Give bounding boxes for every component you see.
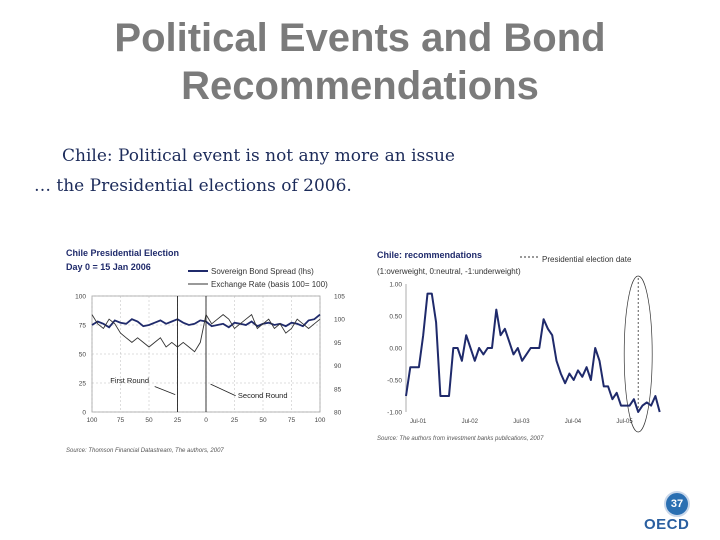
recommendations-chart-svg: Chile: recommendations (1:overweight, 0:… bbox=[377, 250, 661, 442]
right-y-tick-label: -0.50 bbox=[387, 378, 402, 385]
oecd-logo: OECD bbox=[644, 516, 690, 533]
right-y-tick-label: 105 bbox=[334, 294, 345, 301]
title-line-1: Political Events and Bond bbox=[114, 16, 606, 60]
right-chart-subtitle: (1:overweight, 0:neutral, -1:underweight… bbox=[377, 267, 521, 276]
right-y-tick-label: 85 bbox=[334, 386, 342, 393]
election-highlight-ellipse bbox=[623, 275, 653, 433]
right-x-tick-label: Jul-02 bbox=[462, 419, 479, 425]
presidential-election-chart-svg: Chile Presidential Election Day 0 = 15 J… bbox=[66, 248, 345, 454]
right-y-tick-label: 95 bbox=[334, 340, 342, 347]
right-y-tick-label: 1.00 bbox=[389, 282, 402, 289]
legend-spread: Sovereign Bond Spread (lhs) bbox=[211, 267, 314, 276]
right-series-lines bbox=[405, 275, 661, 433]
recommendations-chart: Chile: recommendations (1:overweight, 0:… bbox=[372, 244, 672, 448]
right-x-tick-label: Jul-03 bbox=[513, 419, 530, 425]
right-chart-source: Source: The authors from investment bank… bbox=[377, 436, 544, 442]
page-number-badge: 37 bbox=[664, 491, 690, 517]
right-y-tick-label: -1.00 bbox=[387, 410, 402, 417]
right-x-tick-label: Jul-04 bbox=[565, 419, 582, 425]
left-x-tick-label: 50 bbox=[259, 417, 267, 424]
annotation-arrow-first bbox=[154, 386, 176, 395]
left-x-tick-label: 100 bbox=[87, 417, 98, 424]
subtitle-line-2: … the Presidential elections of 2006. bbox=[34, 176, 352, 196]
left-x-tick-label: 100 bbox=[315, 417, 326, 424]
presidential-election-chart: Chile Presidential Election Day 0 = 15 J… bbox=[62, 244, 358, 456]
right-y-tick-label: 90 bbox=[334, 363, 342, 370]
left-x-tick-label: 25 bbox=[231, 417, 239, 424]
right-x-tick-label: Jul-05 bbox=[616, 419, 633, 425]
right-y-tick-label: 0.50 bbox=[389, 314, 402, 321]
left-x-tick-label: 50 bbox=[145, 417, 153, 424]
slide-title: Political Events and Bond Recommendation… bbox=[40, 14, 680, 110]
legend-election-date: Presidential election date bbox=[542, 255, 632, 264]
left-x-tick-label: 75 bbox=[117, 417, 125, 424]
title-line-2: Recommendations bbox=[181, 64, 539, 108]
left-chart-title: Chile Presidential Election bbox=[66, 248, 179, 258]
annotation-arrow-second bbox=[210, 383, 236, 397]
annotation-first-round: First Round bbox=[110, 376, 149, 385]
left-x-tick-label: 0 bbox=[204, 417, 208, 424]
left-y-tick-label: 0 bbox=[82, 410, 86, 417]
right-y-tick-label: 80 bbox=[334, 410, 342, 417]
right-axes: 1.00 0.50 0.00 -0.50 -1.00 Jul-01 Jul-02 Jul-03… bbox=[387, 282, 633, 426]
left-y-tick-label: 50 bbox=[79, 352, 87, 359]
left-y-tick-label: 100 bbox=[75, 294, 86, 301]
right-y-tick-label: 0.00 bbox=[389, 346, 402, 353]
left-x-tick-label: 75 bbox=[288, 417, 296, 424]
left-y-tick-label: 25 bbox=[79, 381, 87, 388]
right-chart-title: Chile: recommendations bbox=[377, 250, 482, 260]
left-axes: 100 75 50 25 0 25 50 75 100 100 75 50 25 0 105 100 95 90 8… bbox=[75, 294, 345, 425]
right-x-tick-label: Jul-01 bbox=[410, 419, 427, 425]
annotation-second-round: Second Round bbox=[238, 391, 288, 400]
left-chart-source: Source: Thomson Financial Datastream, Th… bbox=[66, 448, 224, 454]
left-y-tick-label: 75 bbox=[79, 323, 87, 330]
left-x-tick-label: 25 bbox=[174, 417, 182, 424]
subtitle-line-1: Chile: Political event is not any more a… bbox=[62, 146, 455, 166]
left-annotations: First Round Second Round bbox=[110, 296, 288, 412]
right-y-tick-label: 100 bbox=[334, 317, 345, 324]
left-chart-subtitle: Day 0 = 15 Jan 2006 bbox=[66, 262, 151, 272]
legend-exchange: Exchange Rate (basis 100= 100) bbox=[211, 280, 328, 289]
recommendation-series-line bbox=[405, 292, 661, 413]
